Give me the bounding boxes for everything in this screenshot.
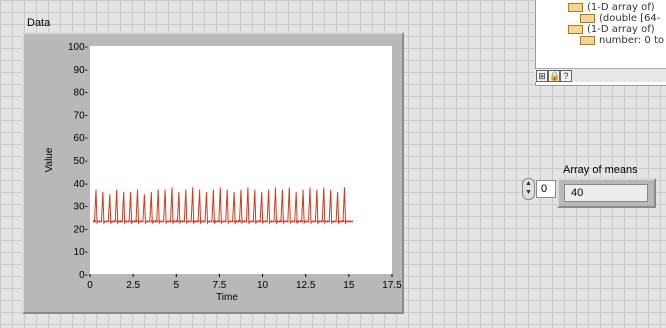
y-tick-label: 50-	[74, 156, 88, 167]
index-spinner[interactable]: ▲ ▼	[522, 178, 535, 200]
array-of-means-label: Array of means	[563, 164, 638, 176]
y-tick-label: 40-	[74, 179, 88, 190]
x-axis-label: Time	[216, 292, 238, 303]
lock-icon[interactable]: 🔒	[548, 70, 561, 82]
x-tick-label: 5	[174, 280, 180, 291]
context-help-line: (1-D array of)	[568, 24, 655, 35]
y-tick-label: 10-	[74, 247, 88, 258]
y-tick-label: 30-	[74, 202, 88, 213]
graph-title: Data	[27, 17, 51, 29]
y-tick-label: 80-	[74, 88, 88, 99]
x-tick-label: 12.5	[296, 280, 316, 291]
context-help-line: number: 0 to	[580, 35, 664, 46]
y-axis-label: Value	[44, 147, 55, 172]
x-tick-label: 10	[257, 280, 269, 291]
context-help-line: (1-D array of)	[568, 2, 655, 13]
array-type-icon	[568, 2, 583, 12]
plot-area	[90, 46, 392, 274]
x-tick-label: 7.5	[212, 280, 226, 291]
array-of-means-value: 40	[564, 184, 648, 202]
y-tick-label: 100-	[68, 42, 88, 53]
x-tick-label: 2.5	[126, 280, 140, 291]
x-tick-label: 17.5	[382, 280, 402, 291]
dbl-type-icon	[580, 35, 595, 45]
array-type-icon	[568, 24, 583, 34]
series-line	[93, 187, 353, 225]
simple-diagram-help-button[interactable]: ⊞	[536, 70, 548, 82]
y-tick-label: 70-	[74, 110, 88, 121]
help-button[interactable]: ?	[560, 70, 572, 82]
y-tick-label: 60-	[74, 133, 88, 144]
context-help-toolbar: ⊞ 🔒 ?	[534, 68, 666, 82]
y-tick-label: 90-	[74, 65, 88, 76]
context-help-line: (double [64-	[580, 13, 660, 24]
x-tick-label: 0	[87, 280, 93, 291]
array-index-field[interactable]: 0	[536, 180, 556, 198]
y-tick-label: 20-	[74, 224, 88, 235]
y-tick-label: 0-	[79, 270, 88, 281]
dbl-type-icon	[580, 13, 595, 23]
x-tick-label: 15	[343, 280, 355, 291]
